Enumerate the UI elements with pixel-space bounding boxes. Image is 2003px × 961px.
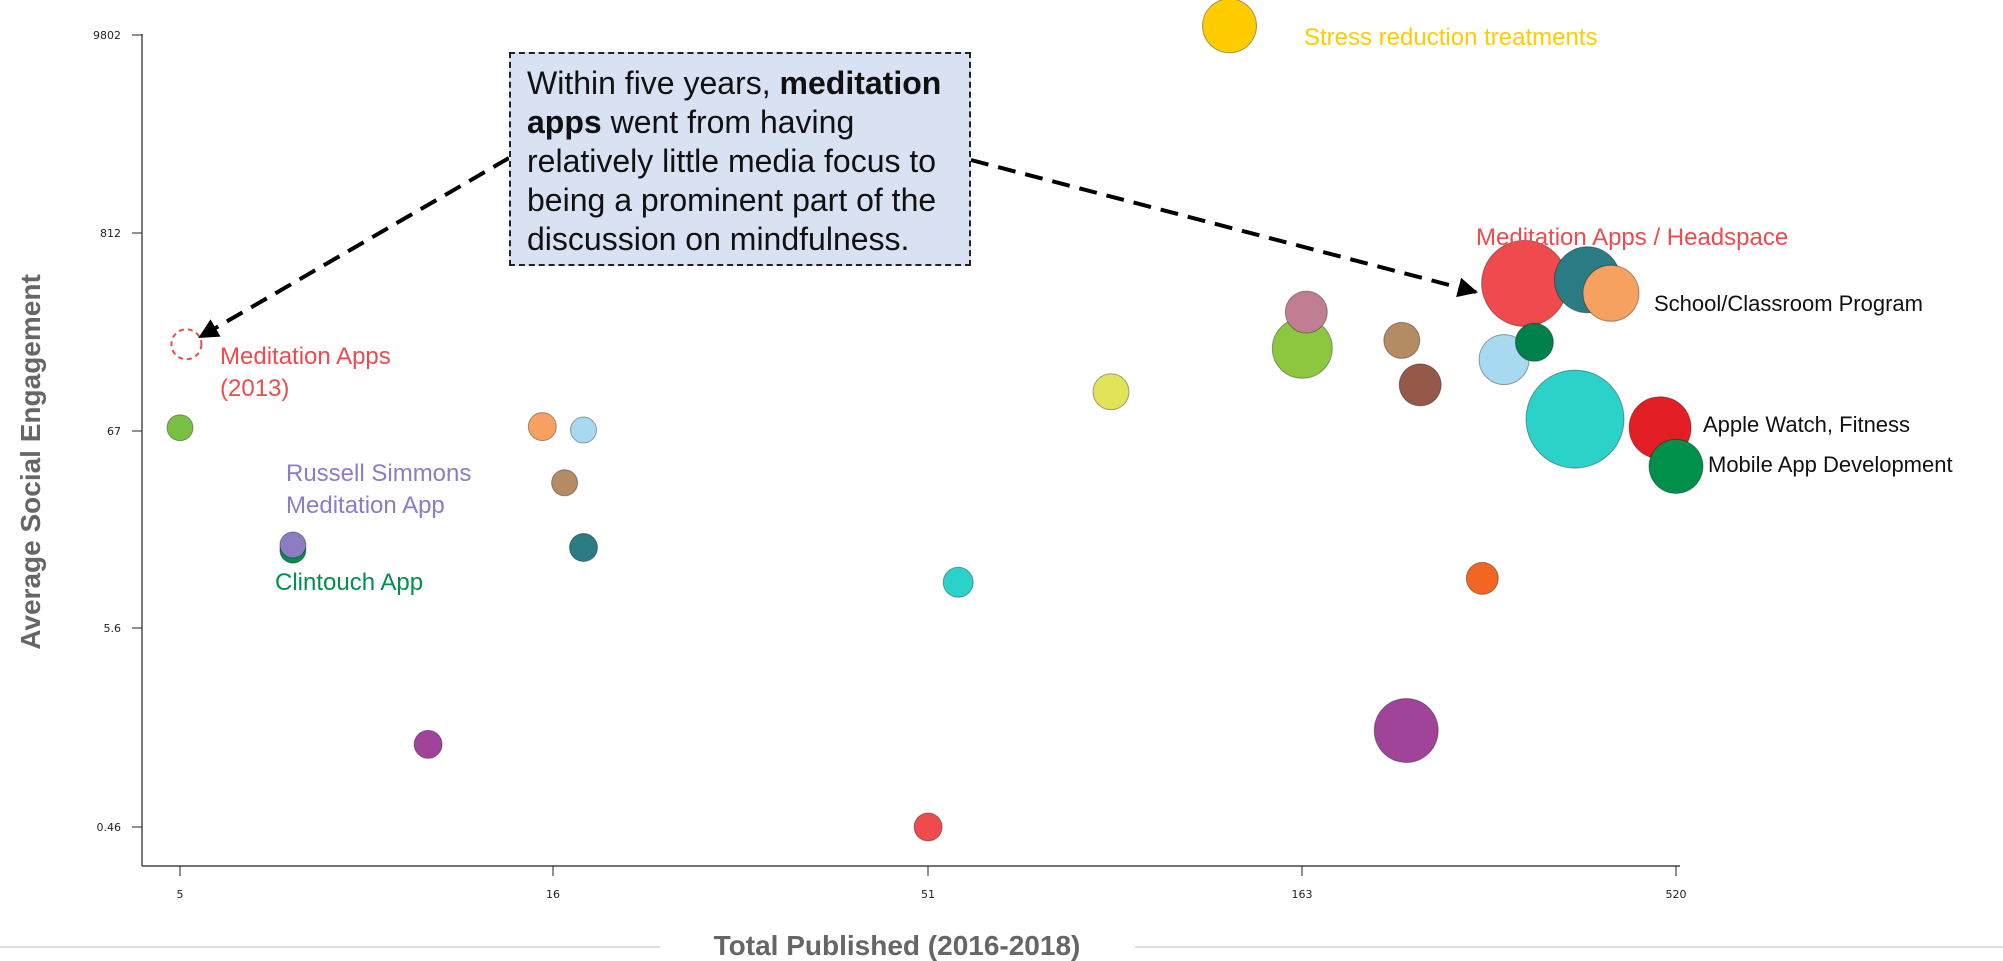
bubble-point-4 <box>527 412 557 442</box>
bubble-point-17 <box>1465 561 1499 595</box>
bubble-point-11 <box>1202 0 1257 54</box>
bubble-point-0 <box>166 414 194 442</box>
callout-line3: relatively little media focus to <box>527 143 937 179</box>
y-tick-label: 812 <box>100 227 121 240</box>
label-russell-simmons-line1: Russell Simmons <box>286 460 471 487</box>
bubble-point-25 <box>1648 438 1704 494</box>
label-school-classroom: School/Classroom Program <box>1654 291 1923 316</box>
label-meditation-apps-2013-line2: (2013) <box>220 375 289 402</box>
callout-box: Within five years, meditation apps went … <box>509 52 971 266</box>
x-tick-label: 520 <box>1666 888 1687 901</box>
label-russell-simmons-line2: Meditation App <box>286 492 445 519</box>
label-meditation-apps-2013-line1: Meditation Apps <box>220 343 391 370</box>
y-tick-label: 0.46 <box>97 821 122 834</box>
bubble-point-9 <box>942 566 974 598</box>
bubble-point-15 <box>1383 321 1421 359</box>
callout-line1-pre: Within five years, <box>527 65 780 101</box>
bubble-layer <box>166 0 1704 842</box>
callout-line5: discussion on mindfulness. <box>527 221 910 257</box>
callout-line2-bold: apps <box>527 104 602 140</box>
bubble-point-5 <box>551 469 579 497</box>
bubble-point-6 <box>569 533 598 562</box>
label-clintouch-app: Clintouch App <box>275 569 423 596</box>
bubble-point-20 <box>1514 322 1554 362</box>
bubble-point-14 <box>1373 698 1439 763</box>
bubble-point-16 <box>1398 363 1442 407</box>
y-tick-label: 67 <box>107 425 121 438</box>
y-tick-label: 5.6 <box>104 622 122 635</box>
x-tick-label: 16 <box>546 888 560 901</box>
x-tick-label: 51 <box>921 888 935 901</box>
label-stress-reduction: Stress reduction treatments <box>1304 24 1597 51</box>
bubble-point-3 <box>413 729 443 759</box>
x-tick-label: 163 <box>1292 888 1313 901</box>
y-tick-label: 9802 <box>93 29 121 42</box>
y-axis-title: Average Social Engagement <box>15 274 46 650</box>
label-apple-watch-fitness: Apple Watch, Fitness <box>1703 412 1910 437</box>
bubble-point-2 <box>279 531 307 559</box>
bubble-point-7 <box>570 416 597 444</box>
x-tick-label: 5 <box>177 888 184 901</box>
label-mobile-app-development: Mobile App Development <box>1708 452 1953 477</box>
callout-arrow-right <box>970 158 1478 298</box>
x-axis-title: Total Published (2016-2018) <box>714 930 1081 961</box>
bubble-point-8 <box>913 812 943 842</box>
label-meditation-apps-headspace: Meditation Apps / Headspace <box>1476 224 1788 251</box>
callout-arrow-left <box>198 156 511 339</box>
ghost-point-meditation-apps-2013 <box>170 328 203 361</box>
callout-line4: being a prominent part of the <box>527 182 937 218</box>
bubble-point-21 <box>1525 369 1625 469</box>
bubble-point-10 <box>1092 373 1130 411</box>
bubble-point-23 <box>1582 264 1640 322</box>
callout-line2-rest: went from having <box>601 104 855 140</box>
callout-line1-bold: meditation <box>779 65 942 101</box>
bubble-point-13 <box>1284 290 1328 334</box>
